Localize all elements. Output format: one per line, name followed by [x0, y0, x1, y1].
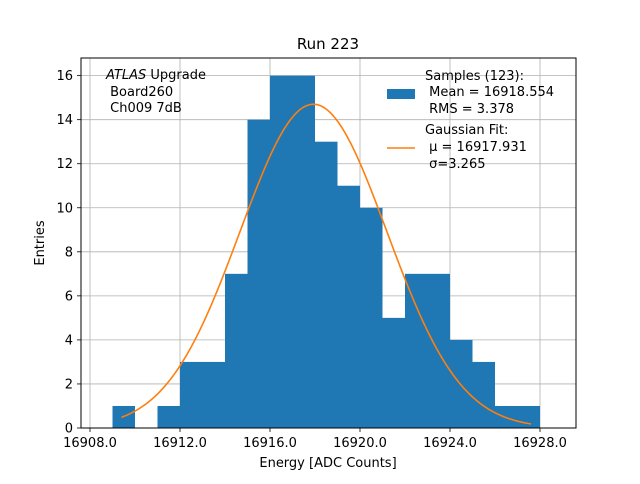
histogram-bar — [472, 361, 495, 428]
histogram-bar — [157, 405, 180, 428]
y-tick-label: 4 — [65, 333, 73, 348]
annotation: ATLAS Upgrade Board260 Ch009 7dB — [105, 68, 206, 116]
histogram-bar — [180, 361, 203, 428]
x-tick-label: 16920.0 — [333, 436, 387, 451]
y-tick-label: 16 — [56, 69, 73, 84]
y-tick-label: 8 — [65, 245, 73, 260]
y-axis-label: Entries — [33, 220, 48, 266]
histogram-bar — [315, 141, 338, 428]
annotation-line-1: ATLAS Upgrade — [105, 68, 206, 83]
annotation-line-3: Ch009 7dB — [106, 101, 182, 116]
histogram-bar — [450, 339, 473, 428]
plot-frame — [80, 57, 577, 429]
annotation-italic: ATLAS — [105, 68, 146, 83]
histogram-bars — [112, 75, 540, 429]
histogram-bar — [270, 75, 293, 428]
legend-samples-line-3: RMS = 3.378 — [425, 102, 514, 117]
histogram-bar — [382, 317, 405, 428]
y-tick-label: 10 — [56, 201, 73, 216]
chart-title: Run 223 — [297, 35, 359, 53]
x-tick-label: 16924.0 — [423, 436, 477, 451]
legend-fit-line-3: σ=3.265 — [425, 157, 485, 172]
histogram-bar — [517, 405, 540, 428]
legend: Samples (123): Mean = 16918.554 RMS = 3.… — [387, 69, 554, 172]
legend-fit-line-1: Gaussian Fit: — [425, 123, 508, 138]
annotation-line-2: Board260 — [106, 85, 173, 100]
x-tick-label: 16928.0 — [513, 436, 567, 451]
histogram-bar — [247, 119, 270, 429]
gaussian-fit — [121, 103, 532, 425]
x-tick-label: 16916.0 — [243, 436, 297, 451]
histogram-bar — [202, 361, 225, 428]
y-tick-label: 2 — [65, 377, 73, 392]
annotation-rest: Upgrade — [146, 68, 206, 83]
x-tick-label: 16908.0 — [63, 436, 117, 451]
y-tick-label: 6 — [65, 289, 73, 304]
histogram-bar — [405, 273, 428, 428]
histogram-bar — [337, 185, 360, 428]
legend-samples-swatch — [387, 89, 415, 99]
histogram-bar — [292, 75, 315, 428]
legend-samples-line-2: Mean = 16918.554 — [425, 85, 554, 100]
y-tick-label: 14 — [56, 113, 73, 128]
x-axis-label: Energy [ADC Counts] — [259, 456, 396, 471]
legend-fit-line-2: μ = 16917.931 — [425, 140, 527, 155]
x-axis-ticks: 16908.0 16912.0 16916.0 16920.0 16924.0 16928… — [63, 428, 567, 451]
gaussian-fit-curve — [121, 103, 532, 425]
y-axis-ticks: 0 2 4 6 8 10 12 14 16 — [56, 69, 81, 437]
histogram-bar — [225, 273, 248, 428]
histogram-bar — [360, 207, 383, 428]
y-tick-label: 12 — [56, 157, 73, 172]
x-tick-label: 16912.0 — [153, 436, 207, 451]
y-tick-label: 0 — [65, 422, 73, 437]
legend-samples-line-1: Samples (123): — [425, 69, 524, 84]
